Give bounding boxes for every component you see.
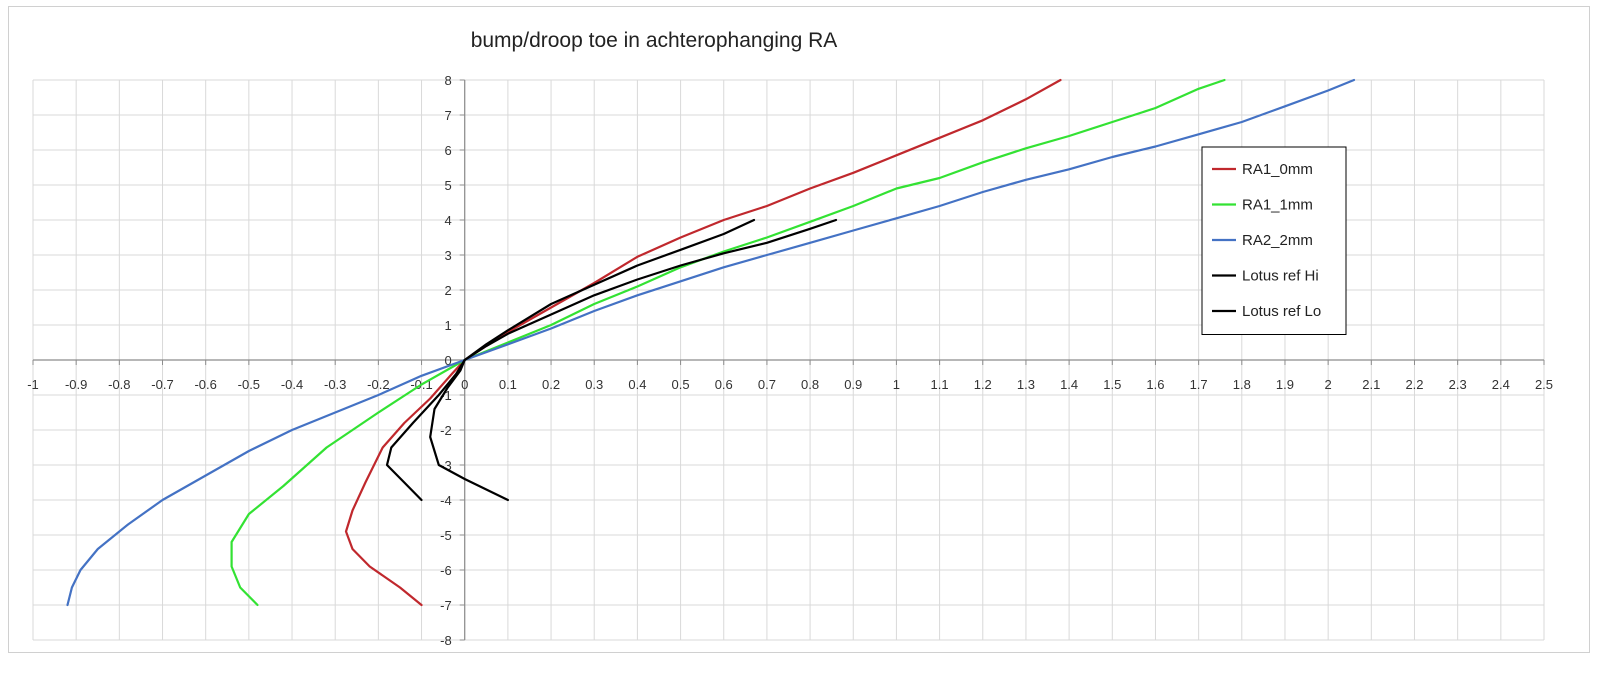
x-tick-label: -0.5: [238, 377, 260, 392]
x-tick-label: -0.7: [151, 377, 173, 392]
legend-label-2: RA2_2mm: [1242, 232, 1313, 249]
x-tick-label: 2.5: [1535, 377, 1553, 392]
y-tick-label: 7: [444, 108, 451, 123]
y-tick-label: -4: [440, 493, 452, 508]
x-tick-label: 1.2: [974, 377, 992, 392]
y-tick-label: -5: [440, 528, 452, 543]
x-tick-label: -0.9: [65, 377, 87, 392]
y-tick-label: -6: [440, 563, 452, 578]
series-line-4: [429, 218, 838, 502]
y-tick-label: -2: [440, 423, 452, 438]
legend-label-4: Lotus ref Lo: [1242, 303, 1321, 320]
x-tick-label: 2.4: [1492, 377, 1510, 392]
y-tick-label: -7: [440, 598, 452, 613]
x-tick-label: 2.1: [1362, 377, 1380, 392]
x-tick-label: 1.7: [1190, 377, 1208, 392]
chart-frame: bump/droop toe in achterophanging RA -1-…: [8, 6, 1590, 653]
x-tick-label: 0.2: [542, 377, 560, 392]
y-tick-labels: -8 -7 -6 -5 -4 -3 -2 -1 0 1 2 3 4 5 6 7 8: [440, 73, 452, 648]
x-tick-label: 0.3: [585, 377, 603, 392]
legend: RA1_0mm RA1_1mm RA2_2mm Lotus ref Hi Lotus r…: [1201, 146, 1347, 335]
x-tick-labels: -1 -0.9 -0.8 -0.7 -0.6 -0.5 -0.4 -0.3 -0.2 -0.1 0 0…: [27, 377, 1553, 392]
x-tick-label: 0: [461, 377, 468, 392]
y-tick-label: 4: [444, 213, 451, 228]
chart-title: bump/droop toe in achterophanging RA: [471, 29, 838, 52]
x-tick-label: -0.3: [324, 377, 346, 392]
legend-label-0: RA1_0mm: [1242, 161, 1313, 178]
x-tick-label: -0.8: [108, 377, 130, 392]
y-tick-label: 1: [444, 318, 451, 333]
legend-label-1: RA1_1mm: [1242, 197, 1313, 214]
y-tick-label: 5: [444, 178, 451, 193]
x-tick-label: 1: [893, 377, 900, 392]
x-tick-label: 1.9: [1276, 377, 1294, 392]
series-line-2: [66, 78, 1356, 607]
x-tick-label: 1.8: [1233, 377, 1251, 392]
x-tick-label: 0.4: [628, 377, 646, 392]
x-tick-label: -0.4: [281, 377, 303, 392]
y-tick-label: -8: [440, 633, 452, 648]
x-tick-label: 1.5: [1103, 377, 1121, 392]
legend-label-3: Lotus ref Hi: [1242, 268, 1319, 285]
series-line-0: [344, 78, 1062, 607]
x-tick-label: 0.5: [672, 377, 690, 392]
series-line-1: [230, 78, 1226, 607]
x-tick-label: 2.3: [1449, 377, 1467, 392]
x-tick-label: 1.1: [931, 377, 949, 392]
y-tick-label: -3: [440, 458, 452, 473]
y-tick-label: 0: [444, 353, 451, 368]
x-tick-label: 1.4: [1060, 377, 1078, 392]
x-tick-label: 2: [1325, 377, 1332, 392]
x-tick-label: -0.2: [367, 377, 389, 392]
x-tick-label: 2.2: [1405, 377, 1423, 392]
y-tick-label: 3: [444, 248, 451, 263]
series-lines: [66, 78, 1356, 607]
x-tick-label: 0.9: [844, 377, 862, 392]
y-tick-label: -1: [440, 388, 452, 403]
x-tick-label: 1.3: [1017, 377, 1035, 392]
x-tick-label: -1: [27, 377, 39, 392]
x-tick-label: 1.6: [1146, 377, 1164, 392]
chart-svg: bump/droop toe in achterophanging RA -1-…: [27, 29, 1553, 648]
x-tick-label: -0.6: [194, 377, 216, 392]
y-tick-label: 2: [444, 283, 451, 298]
x-tick-label: 0.1: [499, 377, 517, 392]
x-tick-label: 0.8: [801, 377, 819, 392]
x-tick-label: 0.6: [715, 377, 733, 392]
y-tick-label: 6: [444, 143, 451, 158]
y-tick-label: 8: [444, 73, 451, 88]
x-tick-label: 0.7: [758, 377, 776, 392]
